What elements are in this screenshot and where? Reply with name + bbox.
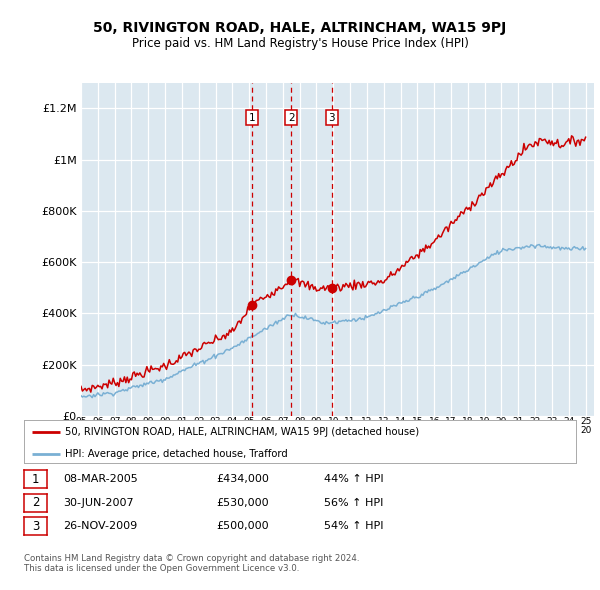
Text: 30-JUN-2007: 30-JUN-2007 — [63, 498, 134, 507]
Text: 2: 2 — [288, 113, 295, 123]
Text: 54% ↑ HPI: 54% ↑ HPI — [324, 522, 383, 531]
Text: £434,000: £434,000 — [216, 474, 269, 484]
Text: 1: 1 — [32, 473, 39, 486]
Text: £530,000: £530,000 — [216, 498, 269, 507]
Text: 2: 2 — [32, 496, 39, 509]
Text: 26-NOV-2009: 26-NOV-2009 — [63, 522, 137, 531]
Text: Price paid vs. HM Land Registry's House Price Index (HPI): Price paid vs. HM Land Registry's House … — [131, 37, 469, 50]
Text: 3: 3 — [328, 113, 335, 123]
Text: Contains HM Land Registry data © Crown copyright and database right 2024.: Contains HM Land Registry data © Crown c… — [24, 555, 359, 563]
Text: 1: 1 — [249, 113, 256, 123]
Text: 56% ↑ HPI: 56% ↑ HPI — [324, 498, 383, 507]
Text: 50, RIVINGTON ROAD, HALE, ALTRINCHAM, WA15 9PJ: 50, RIVINGTON ROAD, HALE, ALTRINCHAM, WA… — [94, 21, 506, 35]
Text: 44% ↑ HPI: 44% ↑ HPI — [324, 474, 383, 484]
Text: 3: 3 — [32, 520, 39, 533]
Text: This data is licensed under the Open Government Licence v3.0.: This data is licensed under the Open Gov… — [24, 565, 299, 573]
Text: 08-MAR-2005: 08-MAR-2005 — [63, 474, 138, 484]
Text: 50, RIVINGTON ROAD, HALE, ALTRINCHAM, WA15 9PJ (detached house): 50, RIVINGTON ROAD, HALE, ALTRINCHAM, WA… — [65, 427, 419, 437]
Text: £500,000: £500,000 — [216, 522, 269, 531]
Text: HPI: Average price, detached house, Trafford: HPI: Average price, detached house, Traf… — [65, 448, 288, 458]
